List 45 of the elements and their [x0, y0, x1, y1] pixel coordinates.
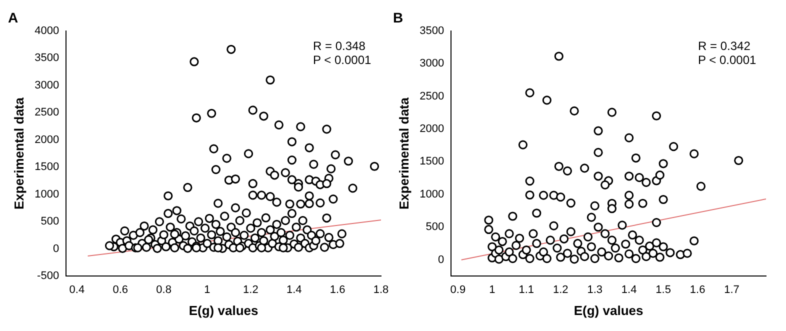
x-tick-label: 1.3 [587, 284, 602, 296]
x-tick-label: 1.6 [690, 284, 706, 296]
x-tick-label: 1.1 [518, 284, 534, 296]
x-tick-label: 1.4 [286, 284, 302, 296]
x-axis-title: E(g) values [574, 302, 644, 318]
y-tick-label: 500 [40, 216, 60, 228]
y-tick-label: 3000 [420, 58, 444, 70]
x-axis-title: E(g) values [188, 302, 258, 318]
y-tick-label: 0 [438, 254, 444, 266]
annotation: R = 0.348 [313, 39, 366, 54]
y-tick-label: 1500 [34, 161, 60, 174]
y-tick-label: -500 [37, 270, 60, 282]
annotation: R = 0.342 [698, 39, 751, 54]
x-tick-label: 1 [489, 284, 496, 296]
y-tick-label: 2000 [34, 134, 60, 146]
y-tick-label: 2000 [420, 122, 444, 135]
x-tick-label: 1.2 [243, 284, 258, 296]
y-tick-label: 0 [52, 242, 60, 255]
x-tick-label: 1.8 [373, 284, 389, 296]
y-tick-label: 4000 [34, 24, 60, 37]
y-tick-label: 1000 [34, 188, 60, 200]
y-axis-title: Experimental data [11, 96, 26, 210]
x-tick-label: 1.6 [330, 284, 346, 296]
y-tick-label: 1000 [420, 188, 444, 200]
y-tick-label: 3500 [34, 52, 60, 64]
x-tick-label: 0.9 [450, 284, 466, 296]
y-tick-label: 2500 [34, 106, 60, 119]
x-tick-label: 0.6 [112, 284, 128, 296]
x-tick-label: 1.2 [552, 284, 568, 296]
x-tick-label: 0.4 [69, 284, 85, 296]
x-tick-label: 1.4 [621, 284, 637, 296]
chart-title: B [393, 9, 404, 26]
y-tick-label: 1500 [420, 156, 444, 168]
x-tick-label: 1.5 [656, 284, 671, 296]
chart-title: A [8, 9, 18, 26]
x-tick-label: 1 [204, 284, 210, 296]
x-tick-label: 0.8 [156, 284, 172, 296]
y-axis-title: Experimental data [396, 96, 412, 210]
y-tick-label: 500 [426, 221, 444, 234]
x-tick-label: 1.7 [724, 284, 740, 296]
y-tick-label: 3000 [34, 79, 60, 92]
annotation: P < 0.0001 [698, 53, 756, 68]
y-tick-label: 2500 [420, 90, 444, 102]
y-tick-label: 3500 [420, 24, 444, 37]
annotation: P < 0.0001 [313, 53, 372, 68]
